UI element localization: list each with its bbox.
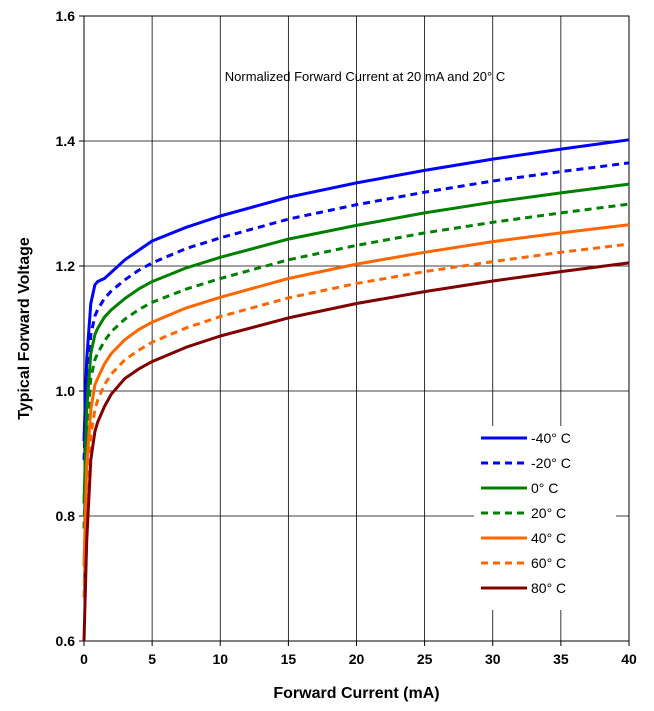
y-tick-label: 0.6 <box>56 633 76 649</box>
series-line-5 <box>82 242 630 598</box>
y-tick-label: 1.4 <box>56 133 76 149</box>
x-tick-label: 40 <box>621 651 637 667</box>
x-tick-label: 5 <box>148 651 156 667</box>
x-tick-label: 0 <box>80 651 88 667</box>
y-tick-label: 1.0 <box>56 383 76 399</box>
x-tick-label: 10 <box>212 651 228 667</box>
series-line-0 <box>82 138 630 442</box>
legend-label: 60° C <box>531 555 566 571</box>
series-line-3 <box>82 202 630 529</box>
series-line-1 <box>82 161 630 460</box>
x-tick-label: 25 <box>417 651 433 667</box>
x-tick-label: 20 <box>349 651 365 667</box>
legend-label: 0° C <box>531 480 558 496</box>
series-line-2 <box>82 182 630 504</box>
series-lines <box>82 138 630 642</box>
y-tick-label: 1.6 <box>56 8 76 24</box>
legend-label: 20° C <box>531 505 566 521</box>
legend-label: 80° C <box>531 580 566 596</box>
y-tick-label: 1.2 <box>56 258 76 274</box>
x-tick-label: 15 <box>281 651 297 667</box>
y-tick-label: 0.8 <box>56 508 76 524</box>
x-tick-label: 30 <box>485 651 501 667</box>
x-axis-title: Forward Current (mA) <box>273 685 439 702</box>
legend-label: -20° C <box>531 455 571 471</box>
chart-annotation: Normalized Forward Current at 20 mA and … <box>225 69 505 84</box>
x-tick-label: 35 <box>553 651 569 667</box>
y-axis-title: Typical Forward Voltage <box>16 237 33 420</box>
legend-background <box>474 426 616 610</box>
y-axis-ticks: 0.6 0.8 1.0 1.2 1.4 1.6 <box>56 8 84 649</box>
legend-label: -40° C <box>531 430 571 446</box>
series-line-6 <box>82 261 630 642</box>
legend: -40° C -20° C 0° C 20° C 40° C 60° C 80° C <box>474 426 616 610</box>
x-axis-ticks: 0 5 10 15 20 25 30 35 40 <box>80 641 637 667</box>
series-line-4 <box>82 223 630 567</box>
legend-label: 40° C <box>531 530 566 546</box>
